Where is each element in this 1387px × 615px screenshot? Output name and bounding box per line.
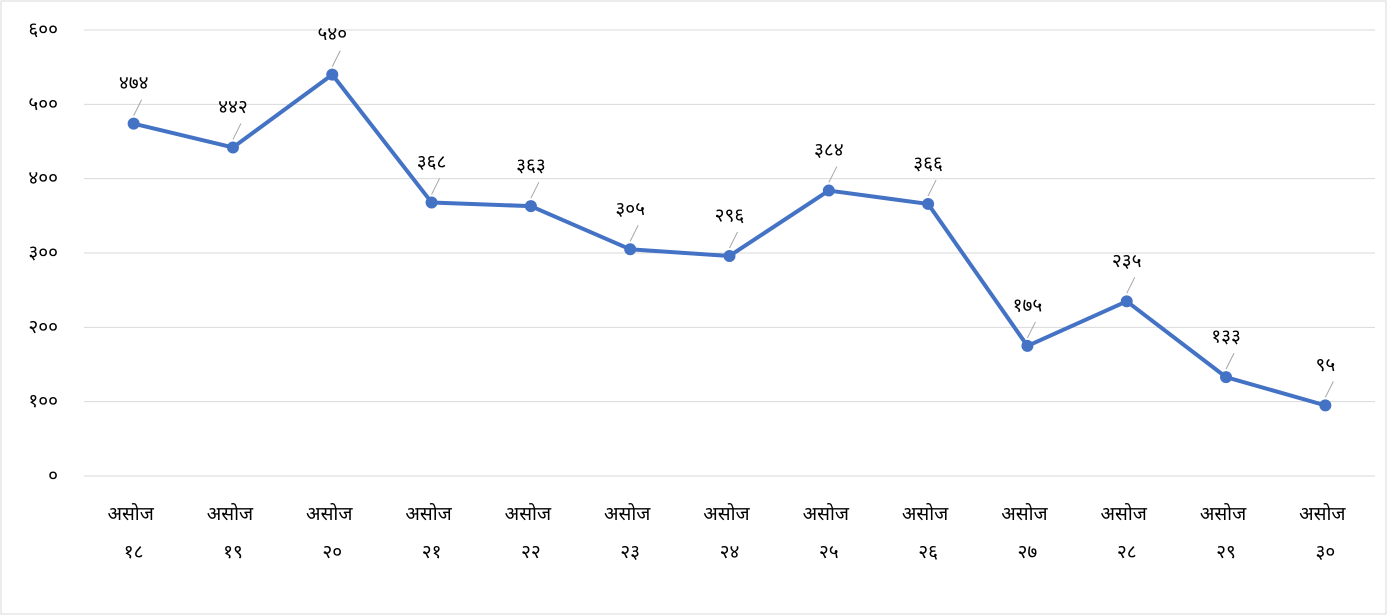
y-tick-label: ५०० — [28, 93, 58, 115]
leader-line — [729, 231, 738, 249]
data-point — [326, 68, 339, 81]
x-tick-label: असोज १८ — [107, 502, 159, 563]
data-label: १३३ — [1211, 326, 1241, 348]
leader-line — [927, 179, 937, 197]
data-label: ५४० — [317, 23, 347, 45]
x-tick-label: असोज २० — [306, 502, 358, 563]
leader-line — [1026, 321, 1036, 339]
x-tick-label: असोज २४ — [703, 502, 755, 563]
leader-line — [232, 123, 242, 140]
data-point — [1120, 295, 1133, 308]
data-label: ३०५ — [615, 198, 645, 220]
data-label: ३८४ — [814, 139, 844, 161]
data-point — [1021, 339, 1034, 352]
data-point — [1220, 371, 1233, 384]
data-label: ३६६ — [913, 152, 943, 174]
x-tick-label: असोज २८ — [1101, 502, 1153, 563]
x-tick-label: असोज २५ — [803, 502, 855, 563]
x-tick-label: असोज २९ — [1200, 502, 1252, 563]
leader-line — [1225, 352, 1235, 370]
y-tick-label: ६०० — [28, 19, 58, 41]
y-tick-label: ४०० — [28, 167, 58, 189]
data-label: ४४२ — [218, 96, 248, 118]
data-point — [922, 197, 935, 210]
data-point — [723, 249, 736, 262]
leader-line — [629, 225, 639, 242]
data-point — [1319, 399, 1332, 412]
data-point — [425, 196, 438, 209]
x-tick-label: असोज २३ — [604, 502, 656, 563]
data-label: ४७४ — [119, 72, 149, 94]
x-tick-label: असोज २१ — [405, 502, 457, 563]
data-label: ९५ — [1315, 354, 1335, 376]
data-label: २३५ — [1112, 250, 1142, 272]
y-tick-label: २०० — [28, 316, 58, 338]
x-tick-label: असोज २७ — [1001, 502, 1053, 563]
data-point — [226, 141, 239, 154]
data-point — [524, 200, 537, 213]
leader-line — [1126, 277, 1136, 294]
y-tick-label: १०० — [28, 390, 58, 412]
leader-line — [828, 166, 838, 183]
x-tick-label: असोज २२ — [505, 502, 557, 563]
x-tick-label: असोज ३० — [1299, 502, 1351, 563]
data-point — [624, 243, 637, 256]
y-tick-label: ० — [48, 465, 58, 487]
x-tick-label: असोज १९ — [207, 502, 259, 563]
x-tick-label: असोज २६ — [902, 502, 954, 563]
data-point — [127, 117, 140, 130]
data-label: १७५ — [1013, 294, 1043, 316]
leader-line — [1324, 381, 1334, 398]
data-point — [822, 184, 835, 197]
data-label: ३६८ — [417, 151, 447, 173]
leader-line — [431, 178, 441, 195]
leader-line — [133, 99, 143, 116]
leader-line — [331, 50, 341, 67]
y-tick-label: ३०० — [28, 242, 58, 264]
leader-line — [530, 181, 540, 199]
data-label: ३६३ — [516, 155, 546, 177]
data-label: २९६ — [715, 204, 745, 226]
